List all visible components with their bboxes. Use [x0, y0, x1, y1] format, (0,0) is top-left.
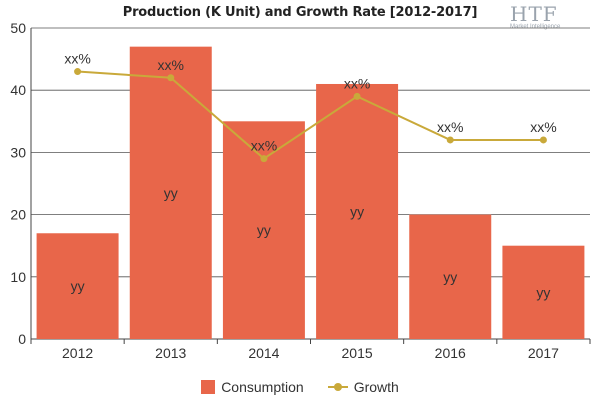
growth-point	[539, 136, 547, 144]
y-tick-label: 10	[10, 269, 26, 285]
growth-line	[77, 70, 544, 160]
bar	[129, 46, 212, 339]
bar	[502, 245, 585, 339]
chart-title: Production (K Unit) and Growth Rate [201…	[122, 5, 478, 20]
brand-logo: HTF Market Intelligence	[510, 2, 592, 38]
y-tick-label: 40	[10, 82, 26, 98]
legend-item-bar[interactable]: Consumption	[201, 379, 304, 395]
y-tick-label: 20	[10, 207, 26, 223]
logo-subtitle: Market Intelligence	[510, 24, 561, 30]
bar-data-label: yy	[164, 185, 178, 201]
x-tick-label: 2017	[528, 345, 559, 361]
growth-data-label: xx%	[437, 119, 463, 135]
legend: Consumption Growth	[0, 379, 600, 395]
legend-label-line: Growth	[353, 379, 399, 395]
y-tick-label: 0	[18, 331, 26, 347]
growth-point	[74, 68, 82, 76]
y-tick-label: 50	[10, 20, 26, 36]
bar-data-label: yy	[350, 203, 364, 219]
growth-point	[353, 92, 361, 100]
legend-swatch-bar	[201, 380, 216, 394]
growth-data-label: xx%	[344, 75, 370, 91]
x-tick-label: 2013	[155, 345, 186, 361]
growth-data-label: xx%	[530, 119, 556, 135]
bar-data-label: yy	[443, 269, 457, 285]
y-tick-label: 30	[10, 144, 26, 160]
growth-data-label: xx%	[64, 51, 90, 67]
x-tick-label: 2014	[248, 345, 279, 361]
logo-text: HTF	[510, 2, 558, 26]
bar-data-label: yy	[257, 222, 271, 238]
legend-label-bar: Consumption	[221, 379, 304, 395]
legend-swatch-line	[327, 380, 348, 394]
x-tick-label: 2015	[342, 345, 373, 361]
bar-data-label: yy	[71, 278, 85, 294]
growth-data-label: xx%	[251, 138, 277, 154]
legend-item-line[interactable]: Growth	[327, 379, 399, 395]
x-tick-label: 2016	[435, 345, 466, 361]
bar	[36, 233, 119, 339]
growth-point	[260, 155, 268, 163]
bar-data-label: yy	[536, 284, 550, 300]
x-tick-label: 2012	[62, 345, 93, 361]
bar	[316, 83, 399, 339]
growth-data-label: xx%	[158, 57, 184, 73]
bar	[409, 214, 492, 339]
growth-point	[167, 74, 175, 82]
growth-point	[446, 136, 454, 144]
